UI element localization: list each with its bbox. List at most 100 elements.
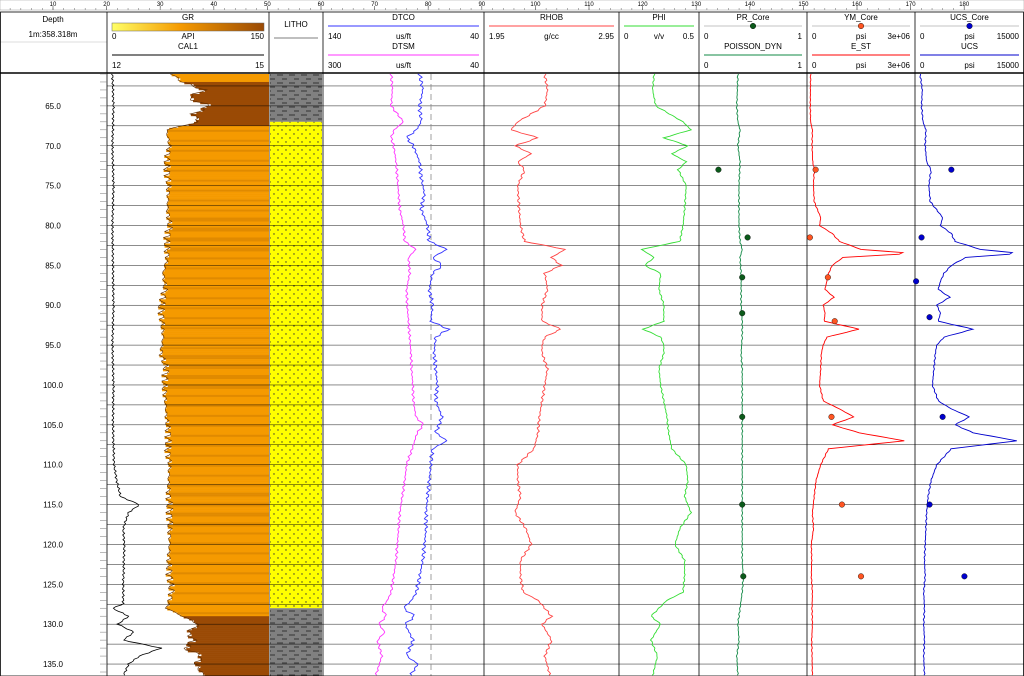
gr-fill-slice — [160, 301, 269, 304]
gr-fill-slice — [200, 101, 269, 105]
gr-fill-slice — [168, 464, 269, 467]
gr-fill-slice — [167, 562, 269, 565]
gr-fill-slice — [168, 480, 269, 483]
gr-fill-slice — [164, 402, 269, 406]
gr-fill-slice — [164, 161, 269, 165]
gr-fill-slice — [169, 482, 269, 485]
gr-fill-slice — [172, 570, 269, 573]
depth-label: 70.0 — [45, 142, 61, 151]
gr-fill-slice — [161, 375, 269, 378]
pr-core-point — [739, 413, 746, 420]
gr-fill-slice — [169, 556, 269, 559]
gr-fill-slice — [169, 127, 269, 131]
gr-fill-slice — [165, 408, 269, 412]
gr-fill-slice — [167, 448, 269, 452]
litho-shale-interval — [270, 74, 322, 122]
dtsm-curve — [374, 73, 424, 676]
gr-fill-slice — [167, 141, 269, 145]
gr-fill-slice — [170, 534, 269, 537]
gr-fill-slice — [193, 83, 269, 87]
gr-fill-slice — [166, 406, 269, 410]
gr-fill-slice — [172, 592, 269, 595]
gr-fill-slice — [169, 586, 269, 589]
gr-fill-slice — [160, 293, 269, 296]
gr-fill-slice — [167, 384, 269, 388]
ucs-core-header-unit: psi — [964, 32, 974, 41]
gr-fill-slice — [168, 147, 269, 151]
ucs-core-point — [939, 413, 946, 420]
gr-fill-slice — [191, 95, 269, 99]
gr-fill-slice — [164, 416, 269, 420]
gr-fill-slice — [166, 133, 269, 137]
pr-core-point — [715, 166, 722, 173]
gr-fill-slice — [169, 520, 269, 523]
gr-fill-slice — [171, 179, 269, 182]
gr-fill-slice — [169, 458, 269, 462]
gr-fill-slice — [190, 632, 269, 635]
gr-fill-slice — [168, 490, 269, 493]
gr-fill-slice — [161, 347, 269, 350]
ruler-tick-label: 40 — [210, 2, 217, 8]
top-ruler — [0, 0, 1024, 11]
gr-fill-slice — [167, 470, 269, 473]
gr-fill-slice — [165, 512, 269, 515]
gr-fill-slice — [167, 594, 269, 597]
gr-fill-slice — [164, 245, 269, 248]
ucs-header-min: 0 — [920, 61, 925, 70]
gr-fill-slice — [169, 213, 269, 216]
depth-label: 125.0 — [43, 580, 64, 589]
gr-fill-slice — [163, 315, 269, 318]
depth-label: 115.0 — [43, 501, 63, 510]
gr-fill-slice — [167, 225, 269, 228]
gr-fill-slice — [189, 618, 269, 621]
gr-fill-slice — [206, 105, 269, 109]
ucs-header-max: 15000 — [997, 61, 1020, 70]
gr-fill-slice — [159, 355, 269, 358]
gr-header-max: 150 — [251, 32, 265, 41]
ruler-tick-label: 70 — [371, 2, 378, 8]
gr-fill-slice — [195, 664, 269, 667]
gr-fill-slice — [198, 87, 269, 91]
gr-fill-slice — [196, 111, 269, 115]
gr-fill-slice — [163, 386, 269, 390]
gr-fill-slice — [172, 528, 269, 531]
gr-fill-slice — [196, 624, 269, 627]
gr-fill-slice — [168, 143, 269, 147]
phi-header-max: 0.5 — [683, 32, 695, 41]
dtsm-header-min: 300 — [328, 61, 342, 70]
dtsm-header-max: 40 — [470, 61, 479, 70]
gr-fill-slice — [168, 219, 269, 222]
gr-fill-slice — [164, 163, 269, 166]
depth-label: 120.0 — [43, 540, 64, 549]
gr-fill-slice — [195, 622, 269, 625]
gr-fill-slice — [188, 123, 269, 127]
depth-label: 95.0 — [45, 341, 61, 350]
gr-fill-slice — [164, 450, 269, 454]
dtco-header-max: 40 — [470, 32, 479, 41]
gr-fill-slice — [188, 636, 269, 639]
gr-fill-slice — [186, 630, 269, 633]
gr-fill-slice — [165, 424, 269, 428]
gr-fill-slice — [162, 353, 269, 356]
gr-fill-slice — [190, 113, 269, 117]
gr-fill-slice — [210, 103, 269, 107]
cal-header-min: 12 — [112, 61, 121, 70]
gr-fill-slice — [169, 159, 269, 163]
gr-fill-slice — [199, 91, 269, 95]
ruler-tick-label: 60 — [318, 2, 325, 8]
ruler-tick-label: 90 — [478, 2, 485, 8]
gr-fill-slice — [166, 283, 269, 286]
litho-shale-interval — [270, 608, 322, 676]
gr-fill-slice — [162, 369, 269, 372]
ucs-header-name: UCS — [961, 42, 978, 51]
gr-fill-slice — [166, 506, 269, 509]
gr-fill-slice — [166, 211, 269, 214]
rhob-curve — [510, 73, 567, 676]
gr-fill-slice — [193, 97, 269, 101]
gr-fill-slice — [170, 536, 269, 539]
gr-fill-slice — [165, 181, 269, 184]
gr-fill-slice — [167, 157, 269, 161]
gr-fill-slice — [169, 530, 269, 533]
rhob-header-unit: g/cc — [544, 32, 559, 41]
gr-fill-slice — [165, 392, 269, 396]
